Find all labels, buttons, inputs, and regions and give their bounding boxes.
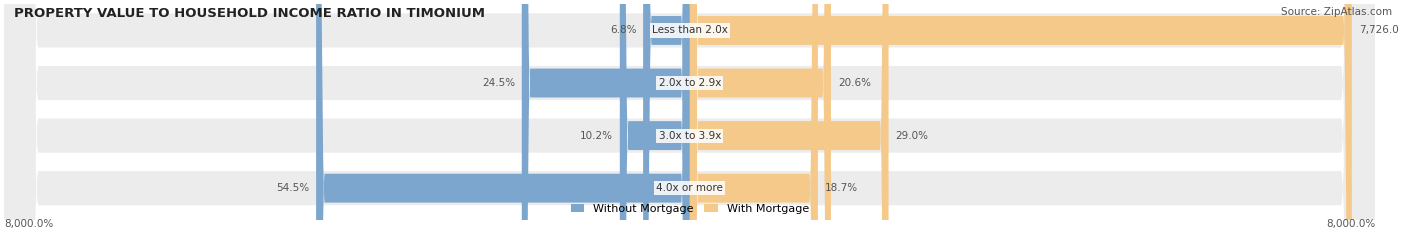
Text: 6.8%: 6.8% bbox=[610, 25, 637, 35]
Text: 54.5%: 54.5% bbox=[276, 183, 309, 193]
FancyBboxPatch shape bbox=[690, 0, 831, 233]
Text: PROPERTY VALUE TO HOUSEHOLD INCOME RATIO IN TIMONIUM: PROPERTY VALUE TO HOUSEHOLD INCOME RATIO… bbox=[14, 7, 485, 20]
FancyBboxPatch shape bbox=[4, 0, 1375, 233]
FancyBboxPatch shape bbox=[690, 0, 818, 233]
FancyBboxPatch shape bbox=[620, 0, 690, 233]
Text: Less than 2.0x: Less than 2.0x bbox=[652, 25, 728, 35]
Text: 3.0x to 3.9x: 3.0x to 3.9x bbox=[658, 130, 721, 140]
FancyBboxPatch shape bbox=[643, 0, 690, 233]
Text: 8,000.0%: 8,000.0% bbox=[4, 219, 53, 229]
FancyBboxPatch shape bbox=[4, 0, 1375, 233]
Text: 2.0x to 2.9x: 2.0x to 2.9x bbox=[658, 78, 721, 88]
Text: 8,000.0%: 8,000.0% bbox=[1326, 219, 1375, 229]
FancyBboxPatch shape bbox=[522, 0, 690, 233]
FancyBboxPatch shape bbox=[690, 0, 889, 233]
Text: 18.7%: 18.7% bbox=[825, 183, 858, 193]
FancyBboxPatch shape bbox=[316, 0, 690, 233]
Legend: Without Mortgage, With Mortgage: Without Mortgage, With Mortgage bbox=[567, 199, 813, 219]
Text: 7,726.0: 7,726.0 bbox=[1358, 25, 1399, 35]
Text: 20.6%: 20.6% bbox=[838, 78, 870, 88]
Text: 10.2%: 10.2% bbox=[579, 130, 613, 140]
FancyBboxPatch shape bbox=[4, 0, 1375, 233]
FancyBboxPatch shape bbox=[4, 0, 1375, 233]
Text: 24.5%: 24.5% bbox=[482, 78, 515, 88]
Text: Source: ZipAtlas.com: Source: ZipAtlas.com bbox=[1281, 7, 1392, 17]
FancyBboxPatch shape bbox=[690, 0, 1351, 233]
Text: 4.0x or more: 4.0x or more bbox=[657, 183, 723, 193]
Text: 29.0%: 29.0% bbox=[896, 130, 928, 140]
